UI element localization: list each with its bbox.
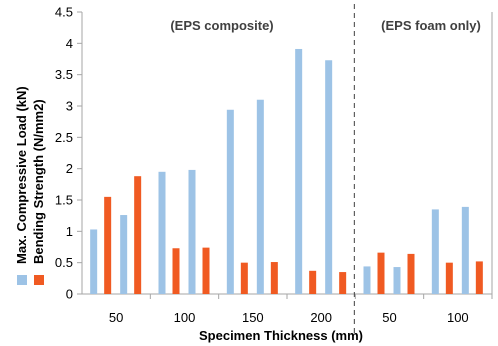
bar-max-compressive-load [431, 209, 439, 294]
bar-bending-strength [309, 270, 317, 294]
bar-bending-strength [475, 261, 483, 294]
bar-max-compressive-load [226, 109, 234, 294]
y-tick-label: 4 [66, 36, 73, 51]
bar-max-compressive-load [158, 171, 166, 294]
plot-area: 0 0.5 1 1.5 2 2.5 3 3.5 4 4.5 50 100 150 200 50 100 [55, 4, 493, 334]
x-tick-label: 50 [109, 310, 123, 325]
legend-swatch [17, 275, 27, 285]
bar-bending-strength [240, 262, 248, 294]
bar-max-compressive-load [256, 99, 264, 294]
bar-max-compressive-load [120, 215, 128, 294]
x-tick-label: 200 [310, 310, 332, 325]
y-tick-label: 2 [66, 161, 73, 176]
bar-bending-strength [377, 252, 385, 294]
y-tick-label: 1.5 [55, 193, 73, 208]
annotation-eps-composite: (EPS composite) [170, 18, 273, 33]
x-tick-label: 100 [174, 310, 196, 325]
y-tick-label: 0 [66, 287, 73, 302]
y-tick-label: 4.5 [55, 5, 73, 20]
x-axis-title: Specimen Thickness (mm) [199, 328, 363, 343]
bar-max-compressive-load [461, 206, 469, 294]
y-tick-label: 1 [66, 224, 73, 239]
bar-max-compressive-load [363, 266, 371, 294]
y-tick-label: 3 [66, 99, 73, 114]
bar-bending-strength [104, 196, 112, 294]
x-tick-label: 100 [447, 310, 469, 325]
bar-bending-strength [134, 176, 142, 294]
bar-bending-strength [445, 262, 453, 294]
y-tick-label: 3.5 [55, 67, 73, 82]
bar-bending-strength [339, 272, 347, 294]
x-tick-label: 150 [242, 310, 264, 325]
bar-max-compressive-load [393, 267, 401, 294]
bar-max-compressive-load [188, 169, 196, 294]
legend-item-max-compressive-load: Max. Compressive Load (kN) [14, 86, 29, 264]
bar-bending-strength [270, 262, 278, 294]
bar-bending-strength [202, 247, 210, 294]
y-tick-label: 0.5 [55, 255, 73, 270]
annotation-eps-foam-only: (EPS foam only) [381, 18, 481, 33]
legend: Max. Compressive Load (kN) Bending Streng… [14, 86, 46, 285]
bar-max-compressive-load [295, 48, 303, 295]
bar-max-compressive-load [325, 60, 333, 295]
bar-max-compressive-load [90, 229, 98, 294]
y-tick-label: 2.5 [55, 130, 73, 145]
legend-item-bending-strength: Bending Strength (N/mm2) [31, 99, 46, 264]
bar-bending-strength [172, 248, 180, 294]
bar-bending-strength [407, 253, 415, 294]
legend-swatch [34, 275, 44, 285]
x-tick-label: 50 [382, 310, 396, 325]
